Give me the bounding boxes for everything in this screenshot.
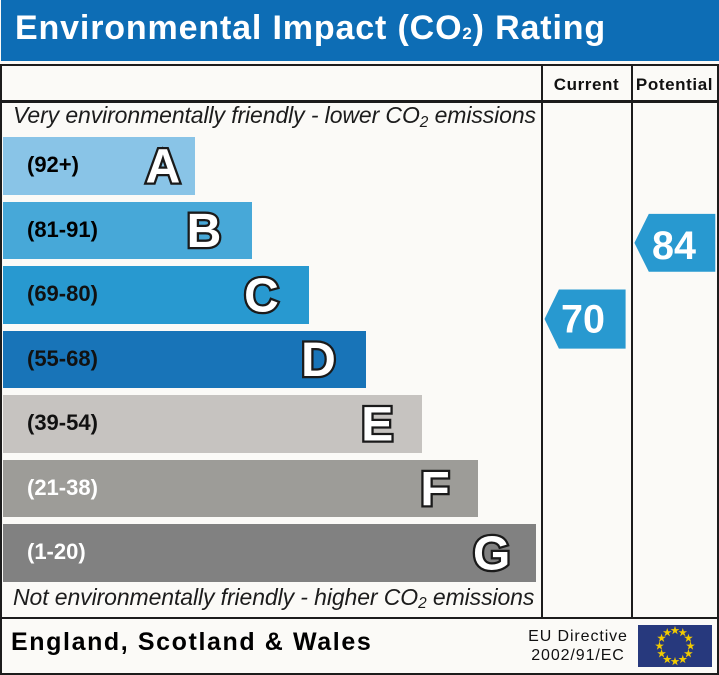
svg-text:F: F [420, 463, 449, 516]
svg-text:C: C [244, 270, 279, 323]
svg-text:84: 84 [652, 224, 696, 268]
svg-text:B: B [187, 205, 222, 258]
svg-text:G: G [473, 528, 510, 581]
svg-text:E: E [361, 399, 393, 452]
svg-text:70: 70 [561, 297, 605, 341]
svg-text:A: A [146, 141, 181, 194]
svg-text:D: D [301, 334, 336, 387]
